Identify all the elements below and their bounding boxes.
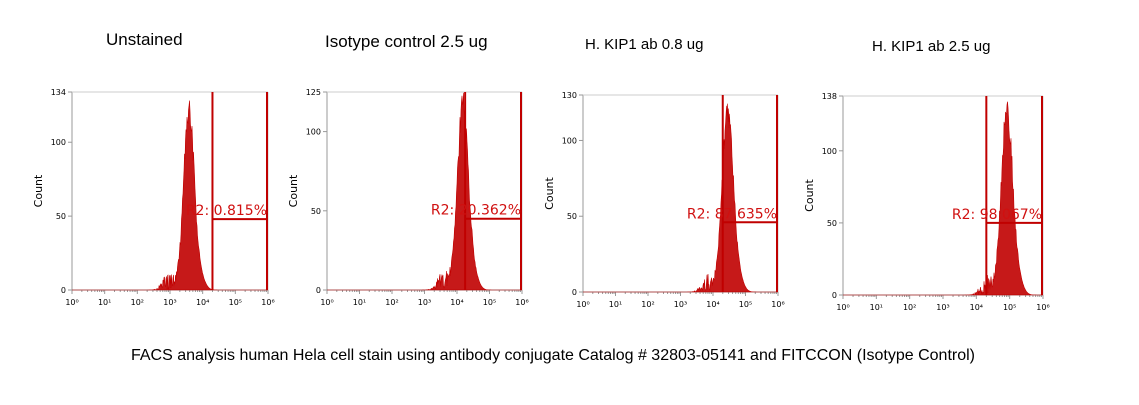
- x-tick-label: 10¹: [98, 298, 111, 307]
- y-tick-label: 130: [562, 91, 577, 100]
- x-tick-label: 10⁴: [706, 300, 719, 309]
- x-tick-label: 10⁰: [576, 300, 589, 309]
- y-axis-label: Count: [543, 176, 556, 209]
- y-axis-label: Count: [32, 174, 45, 207]
- gate-label: R2: 87.635%: [687, 206, 777, 222]
- plot-area: 0 50 100 125 10⁰ 10¹ 10² 10³ 10⁴ 10⁵ 10⁶ Count R2: 2…: [287, 88, 529, 307]
- gate-label: R2: 0.815%: [186, 203, 267, 219]
- x-tick-label: 10⁴: [196, 298, 209, 307]
- histogram-series: [72, 100, 268, 291]
- panel-title-kip1-0-8: H. KIP1 ab 0.8 ug: [585, 36, 704, 53]
- x-tick-label: 10³: [163, 298, 176, 307]
- x-tick-label: 10⁶: [515, 298, 528, 307]
- panel-title-kip1-2-5: H. KIP1 ab 2.5 ug: [872, 38, 991, 55]
- x-tick-label: 10⁶: [1036, 303, 1049, 312]
- y-tick-label: 100: [562, 136, 577, 145]
- x-tick-label: 10⁰: [320, 298, 333, 307]
- x-tick-label: 10²: [131, 298, 144, 307]
- histogram-series: [843, 101, 1043, 296]
- gate-label: R2: 98.067%: [952, 207, 1042, 223]
- x-tick-label: 10⁵: [483, 298, 496, 307]
- y-tick-label: 100: [822, 147, 837, 156]
- y-tick-label: 50: [56, 212, 66, 221]
- x-tick-label: 10³: [674, 300, 687, 309]
- y-tick-label: 50: [827, 219, 837, 228]
- y-tick-label: 100: [306, 128, 321, 137]
- plot-area: 0 50 100 134 10⁰ 10¹ 10² 10³ 10⁴ 10⁵ 10⁶ Count R2: 0…: [32, 88, 275, 307]
- x-tick-label: 10³: [936, 303, 949, 312]
- x-tick-label: 10⁵: [1003, 303, 1016, 312]
- panel-title-unstained: Unstained: [106, 30, 183, 49]
- y-tick-label: 138: [822, 92, 837, 101]
- y-tick-label: 0: [316, 286, 321, 295]
- x-tick-label: 10¹: [353, 298, 366, 307]
- y-tick-label: 0: [832, 291, 837, 300]
- histogram-series: [327, 92, 522, 291]
- x-tick-label: 10⁰: [836, 303, 849, 312]
- histogram-panel: 0 50 100 130 10⁰ 10¹ 10² 10³ 10⁴ 10⁵ 10⁶ Count R2: 8…: [543, 91, 785, 309]
- x-tick-label: 10⁵: [739, 300, 752, 309]
- y-tick-label: 50: [311, 207, 321, 216]
- y-tick-label: 100: [51, 138, 66, 147]
- histogram-series: [583, 103, 778, 293]
- x-tick-label: 10⁴: [970, 303, 983, 312]
- x-tick-label: 10⁵: [229, 298, 242, 307]
- x-tick-label: 10⁶: [771, 300, 784, 309]
- x-tick-label: 10³: [418, 298, 431, 307]
- plot-area: 0 50 100 130 10⁰ 10¹ 10² 10³ 10⁴ 10⁵ 10⁶ Count R2: 8…: [543, 91, 785, 309]
- figure-caption: FACS analysis human Hela cell stain usin…: [130, 347, 975, 364]
- x-tick-label: 10⁰: [65, 298, 78, 307]
- x-tick-label: 10²: [903, 303, 916, 312]
- histogram-panel: 0 50 100 138 10⁰ 10¹ 10² 10³ 10⁴ 10⁵ 10⁶ Count R2: 9…: [803, 92, 1050, 312]
- x-tick-label: 10²: [385, 298, 398, 307]
- panel-title-isotype: Isotype control 2.5 ug: [325, 32, 488, 51]
- y-axis-label: Count: [287, 174, 300, 207]
- histogram-panel: 0 50 100 125 10⁰ 10¹ 10² 10³ 10⁴ 10⁵ 10⁶ Count R2: 2…: [287, 88, 529, 307]
- y-tick-label: 125: [306, 88, 321, 97]
- y-tick-label: 0: [61, 286, 66, 295]
- x-tick-label: 10⁴: [450, 298, 463, 307]
- gate-label: R2: 20.362%: [431, 203, 521, 219]
- plot-area: 0 50 100 138 10⁰ 10¹ 10² 10³ 10⁴ 10⁵ 10⁶ Count R2: 9…: [803, 92, 1050, 312]
- histogram-panel: 0 50 100 134 10⁰ 10¹ 10² 10³ 10⁴ 10⁵ 10⁶ Count R2: 0…: [32, 88, 275, 307]
- x-tick-label: 10¹: [609, 300, 622, 309]
- y-tick-label: 50: [567, 212, 577, 221]
- y-axis-label: Count: [803, 178, 816, 211]
- x-tick-label: 10²: [641, 300, 654, 309]
- x-tick-label: 10¹: [870, 303, 883, 312]
- y-tick-label: 0: [572, 288, 577, 297]
- y-tick-label: 134: [51, 88, 66, 97]
- x-tick-label: 10⁶: [261, 298, 274, 307]
